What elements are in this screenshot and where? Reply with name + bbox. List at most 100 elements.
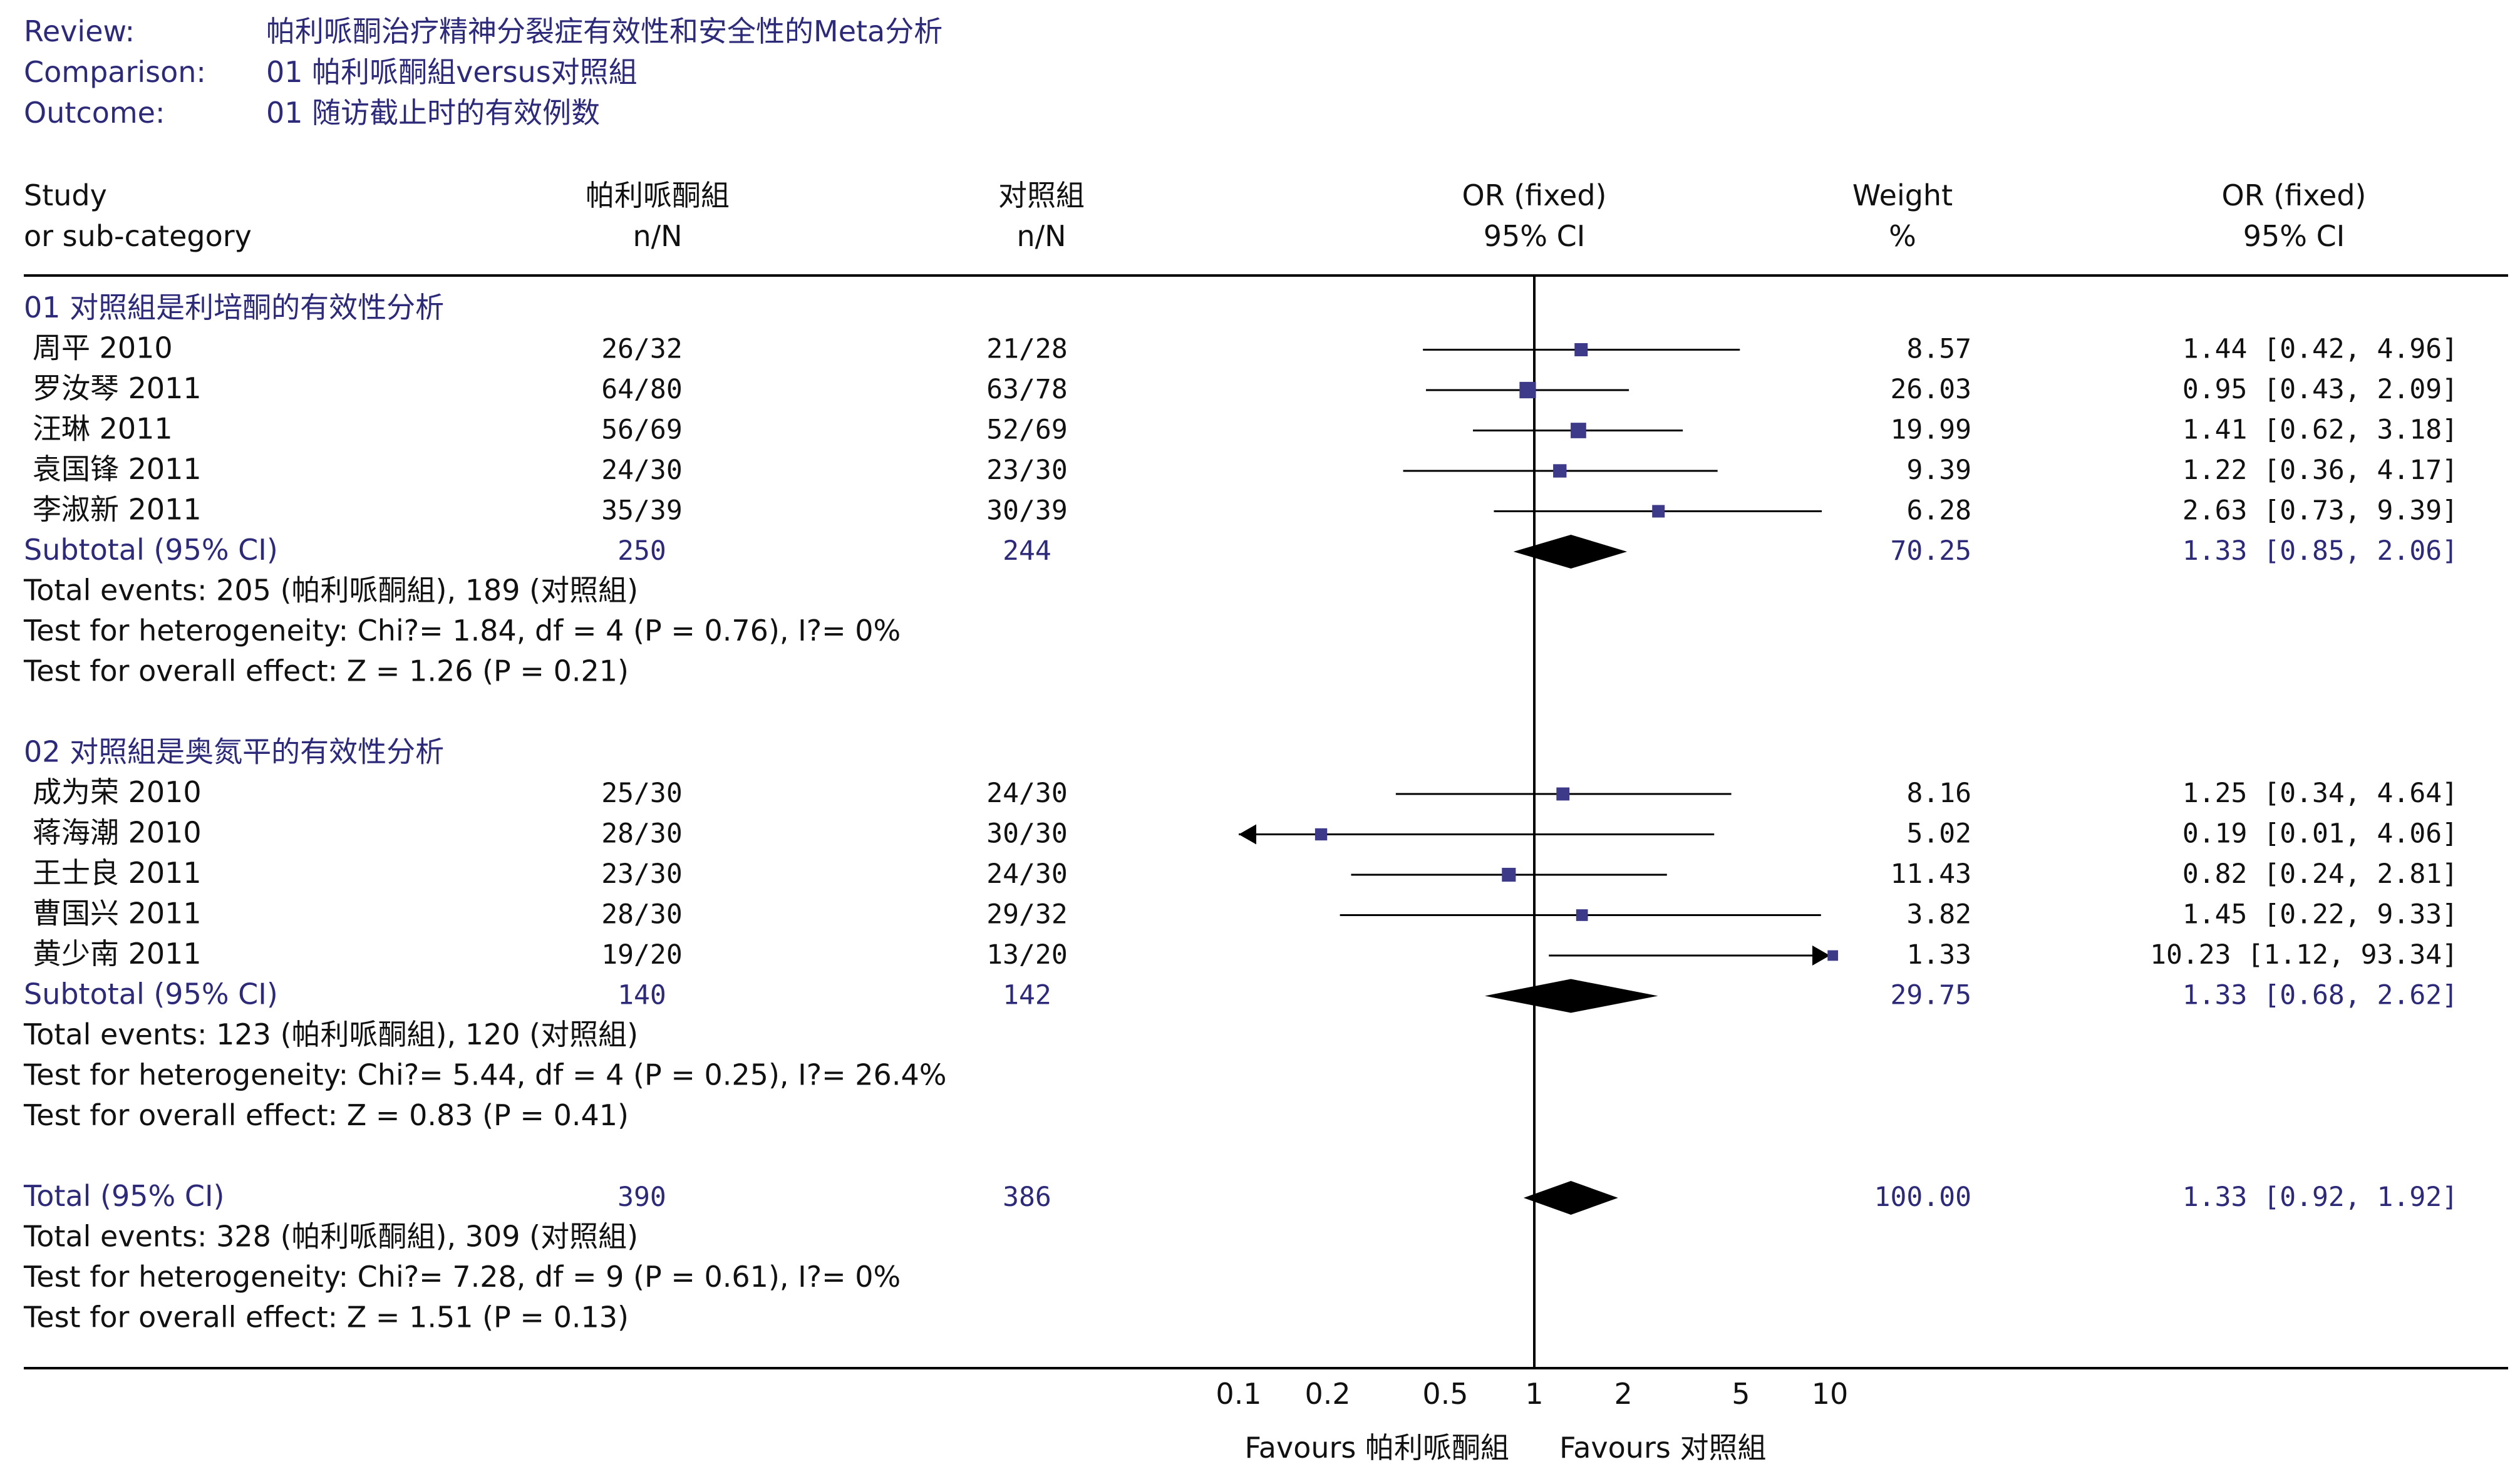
study-row-name: 袁国锋 2011 [33,452,202,486]
group-title: 02 对照組是奥氮平的有效性分析 [24,735,444,769]
study-point [1827,950,1839,961]
study-row-ctl: 24/30 [986,858,1067,890]
subtotal-row-label: Subtotal (95% CI) [24,977,278,1011]
col-orv-2: 95% CI [2243,219,2345,253]
study-row-ctl: 23/30 [986,455,1067,486]
study-row-weight: 8.57 [1906,334,1971,365]
study-row-name: 汪琳 2011 [33,412,173,446]
study-ci-arrow-right [1812,946,1830,966]
x-tick-label: 1 [1525,1377,1543,1411]
study-row-weight: 6.28 [1906,495,1971,527]
study-row-ctl: 63/78 [986,374,1067,405]
study-point [1574,343,1588,357]
x-tick-label: 5 [1732,1377,1750,1411]
study-row-trt: 64/80 [601,374,682,405]
study-row-ctl: 21/28 [986,334,1067,365]
study-row-name: 王士良 2011 [33,856,202,890]
comparison-value: 01 帕利哌酮組versus对照組 [266,55,638,89]
study-row-or-text: 1.44 [0.42, 4.96] [2182,334,2458,365]
study-row-name: 成为荣 2010 [33,775,202,809]
study-point [1502,867,1516,882]
x-tick-label: 10 [1812,1377,1849,1411]
study-point [1553,464,1567,478]
study-row-or-text: 1.45 [0.22, 9.33] [2182,899,2458,930]
subtotal-row-or-text: 1.33 [0.68, 2.62] [2182,980,2458,1011]
study-row-weight: 1.33 [1906,939,1971,971]
group-title: 01 对照組是利培酮的有效性分析 [24,291,444,324]
study-row-name: 罗汝琴 2011 [33,371,202,405]
study-point [1652,505,1665,518]
total-diamond [1523,1181,1618,1215]
outcome-value: 01 随访截止时的有效例数 [266,96,600,130]
col-study-1: Study [24,178,107,212]
study-row-trt: 25/30 [601,778,682,809]
subtotal-row-weight: 29.75 [1891,980,1971,1011]
study-row-or-text: 1.22 [0.36, 4.17] [2182,455,2458,486]
review-header: Review: 帕利哌酮治疗精神分裂症有效性和安全性的Meta分析 Compar… [24,14,942,130]
subtotal-diamond [1484,979,1658,1013]
study-row-name: 黄少南 2011 [33,937,202,971]
subtotal-row-trt: 140 [617,980,666,1011]
study-row-trt: 24/30 [601,455,682,486]
study-ci-arrow-left [1239,824,1256,845]
study-row-name: 李淑新 2011 [33,493,202,527]
subtotal-row-ctl: 244 [1003,535,1051,567]
col-or-2: 95% CI [1484,219,1586,253]
study-row-weight: 26.03 [1891,374,1971,405]
review-value: 帕利哌酮治疗精神分裂症有效性和安全性的Meta分析 [266,14,942,48]
subtotal-diamond [1513,535,1628,569]
study-point [1519,381,1536,399]
study-row-or-text: 2.63 [0.73, 9.39] [2182,495,2458,527]
study-row-ctl: 29/32 [986,899,1067,930]
study-point [1571,423,1586,438]
group-stat-text: Test for overall effect: Z = 0.83 (P = 0… [23,1098,629,1132]
study-row-trt: 26/32 [601,334,682,365]
group-stat-text: Test for heterogeneity: Chi?= 1.84, df =… [23,614,901,647]
total-stat-text: Total events: 328 (帕利哌酮組), 309 (对照組) [23,1220,638,1254]
total-row-weight: 100.00 [1874,1182,1971,1213]
study-row-or-text: 1.25 [0.34, 4.64] [2182,778,2458,809]
study-row-or-text: 0.95 [0.43, 2.09] [2182,374,2458,405]
col-ctl-1: 对照組 [998,178,1085,212]
subtotal-row-weight: 70.25 [1891,535,1971,567]
study-row-name: 蒋海潮 2010 [33,816,202,850]
col-or-1: OR (fixed) [1462,178,1607,212]
study-row-or-text: 0.82 [0.24, 2.81] [2182,858,2458,890]
study-row-weight: 19.99 [1891,415,1971,446]
x-tick-label: 2 [1614,1377,1632,1411]
study-row-weight: 3.82 [1906,899,1971,930]
total-stat-text: Test for heterogeneity: Chi?= 7.28, df =… [23,1260,901,1294]
study-row-weight: 9.39 [1906,455,1971,486]
study-point [1556,787,1570,801]
study-row-ctl: 24/30 [986,778,1067,809]
x-tick-label: 0.1 [1216,1377,1261,1411]
study-row-ctl: 30/30 [986,818,1067,850]
favours-right-label: Favours 对照組 [1559,1431,1766,1465]
study-row-trt: 56/69 [601,415,682,446]
subtotal-row-label: Subtotal (95% CI) [24,533,278,567]
subtotal-row-or-text: 1.33 [0.85, 2.06] [2182,535,2458,567]
group-stat-text: Total events: 205 (帕利哌酮組), 189 (对照組) [23,574,638,607]
x-tick-label: 0.2 [1305,1377,1351,1411]
total-row-label: Total (95% CI) [23,1179,225,1213]
study-row-trt: 19/20 [601,939,682,971]
study-row-or-text: 0.19 [0.01, 4.06] [2182,818,2458,850]
study-row-or-text: 1.41 [0.62, 3.18] [2182,415,2458,446]
total-row-ctl: 386 [1003,1182,1051,1213]
group-stat-text: Test for overall effect: Z = 1.26 (P = 0… [23,654,629,688]
col-study-2: or sub-category [24,219,252,253]
study-row-trt: 28/30 [601,818,682,850]
x-tick-label: 0.5 [1422,1377,1468,1411]
group-stat-text: Total events: 123 (帕利哌酮組), 120 (对照組) [23,1018,638,1051]
col-ctl-2: n/N [1016,219,1066,253]
study-row-weight: 8.16 [1906,778,1971,809]
favours-left-label: Favours 帕利哌酮組 [1245,1431,1509,1465]
total-row-or-text: 1.33 [0.92, 1.92] [2182,1182,2458,1213]
study-row-weight: 5.02 [1906,818,1971,850]
study-row-trt: 23/30 [601,858,682,890]
study-row-ctl: 13/20 [986,939,1067,971]
col-weight-2: % [1889,219,1916,253]
study-row-or-text: 10.23 [1.12, 93.34] [2150,939,2458,971]
col-trt-1: 帕利哌酮組 [586,178,730,212]
